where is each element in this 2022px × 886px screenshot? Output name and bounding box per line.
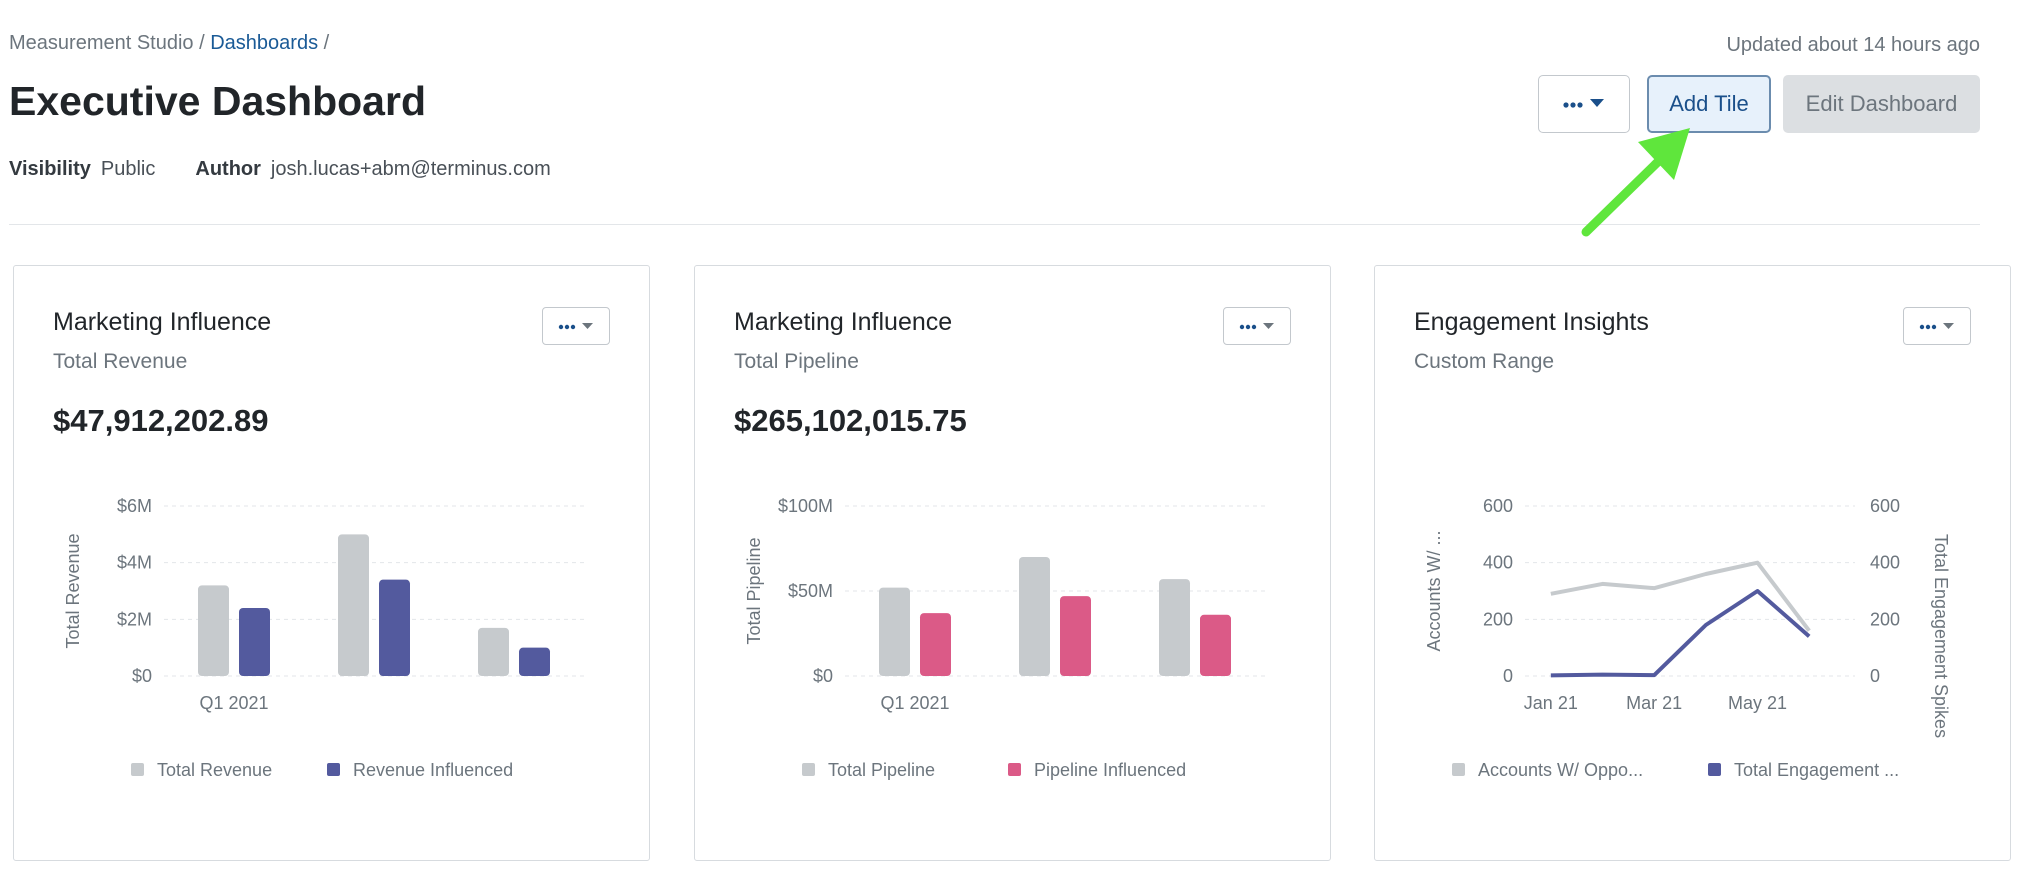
legend-swatch [327, 763, 340, 776]
x-tick-label: Q1 2021 [199, 693, 268, 713]
author-label: Author [195, 158, 261, 180]
edit-dashboard-button[interactable]: Edit Dashboard [1783, 75, 1980, 133]
tile-subtitle: Total Pipeline [734, 350, 859, 373]
tile-value: $47,912,202.89 [53, 403, 269, 438]
bar [1019, 557, 1050, 676]
tile-title: Engagement Insights [1414, 308, 1649, 336]
y-axis-label: Accounts W/ ... [1424, 530, 1444, 651]
bar [1060, 596, 1091, 676]
visibility-value: Public [100, 158, 156, 180]
y2-tick-label: 200 [1870, 609, 1900, 629]
tile-subtitle: Custom Range [1414, 350, 1555, 373]
dashboard-meta: Visibility Public Author josh.lucas+abm@… [9, 158, 551, 181]
legend-label: Revenue Influenced [353, 760, 513, 780]
breadcrumb-separator: / [323, 32, 330, 54]
x-tick-label: Jan 21 [1524, 693, 1578, 713]
chart: $0 $50M $100M Total Pipeline Q1 2021 Total Pi… [744, 496, 1265, 780]
legend-swatch [802, 763, 815, 776]
more-actions-button[interactable] [1538, 75, 1630, 133]
series-line [1550, 589, 1811, 678]
y-tick-label: $50M [788, 581, 833, 601]
ellipsis-chevron-icon [1239, 323, 1274, 330]
author-value: josh.lucas+abm@terminus.com [270, 158, 551, 180]
bar [379, 579, 410, 676]
bar [239, 608, 270, 676]
add-tile-button[interactable]: Add Tile [1647, 75, 1771, 133]
tile-title: Marketing Influence [734, 308, 953, 336]
y-tick-label: 600 [1483, 496, 1513, 516]
visibility-label: Visibility [9, 158, 91, 180]
bar [519, 647, 550, 676]
tile-menu-button[interactable] [1223, 307, 1291, 345]
y-tick-label: $100M [778, 496, 833, 516]
page-title: Executive Dashboard [9, 78, 426, 124]
legend-label: Total Engagement ... [1734, 760, 1899, 780]
bar [1200, 614, 1231, 676]
breadcrumb-dashboards-link[interactable]: Dashboards [210, 32, 319, 54]
y-axis-label: Total Revenue [63, 533, 83, 648]
legend-swatch [1008, 763, 1021, 776]
breadcrumb: Measurement Studio / Dashboards / [9, 32, 329, 55]
y-tick-label: 200 [1483, 609, 1513, 629]
tile-card: Marketing Influence Total Revenue $47,91… [13, 265, 650, 861]
series-line [1550, 560, 1811, 632]
y-axis-label: Total Pipeline [744, 537, 764, 644]
tile-value: $265,102,015.75 [734, 403, 967, 438]
tile-menu-button[interactable] [1903, 307, 1971, 345]
x-tick-label: Mar 21 [1626, 693, 1682, 713]
y-tick-label: $4M [117, 553, 152, 573]
legend-swatch [1452, 763, 1465, 776]
tile-menu-button[interactable] [542, 307, 610, 345]
y-tick-label: $0 [813, 666, 833, 686]
breadcrumb-root: Measurement Studio [9, 32, 194, 54]
legend-label: Accounts W/ Oppo... [1478, 760, 1643, 780]
bar [879, 587, 910, 676]
y2-tick-label: 600 [1870, 496, 1900, 516]
bar [338, 534, 369, 676]
breadcrumb-separator: / [199, 32, 205, 54]
legend-label: Total Pipeline [828, 760, 935, 780]
ellipsis-chevron-icon [1563, 99, 1604, 108]
y-tick-label: $0 [132, 666, 152, 686]
chart: $0 $2M $4M $6M Total Revenue Q1 2021 Total Rev… [63, 496, 584, 780]
bar [478, 627, 509, 676]
ellipsis-chevron-icon [1919, 323, 1954, 330]
legend-swatch [1708, 763, 1721, 776]
bar [920, 613, 951, 676]
y2-tick-label: 0 [1870, 666, 1880, 686]
updated-timestamp: Updated about 14 hours ago [1726, 34, 1980, 56]
tile-subtitle: Total Revenue [53, 350, 188, 373]
y-tick-label: 0 [1503, 666, 1513, 686]
chart: 0 0 200 200 400 400 600 600 Accounts W/ ... Total… [1424, 496, 1951, 780]
tile-card: Engagement Insights Custom Range 0 0 200 20… [1374, 265, 2011, 861]
tile-card: Marketing Influence Total Pipeline $265,… [694, 265, 1331, 861]
legend-label: Pipeline Influenced [1034, 760, 1186, 780]
bar [1159, 579, 1190, 676]
x-tick-label: Q1 2021 [880, 693, 949, 713]
annotation-arrow-icon [1581, 128, 1690, 237]
legend-swatch [131, 763, 144, 776]
y-tick-label: 400 [1483, 553, 1513, 573]
legend-label: Total Revenue [157, 760, 272, 780]
y2-axis-label: Total Engagement Spikes [1931, 534, 1951, 738]
bar [198, 585, 229, 676]
ellipsis-chevron-icon [558, 323, 593, 330]
y2-tick-label: 400 [1870, 553, 1900, 573]
header-divider [9, 224, 1980, 225]
y-tick-label: $2M [117, 609, 152, 629]
x-tick-label: May 21 [1728, 693, 1787, 713]
y-tick-label: $6M [117, 496, 152, 516]
tile-title: Marketing Influence [53, 308, 272, 336]
